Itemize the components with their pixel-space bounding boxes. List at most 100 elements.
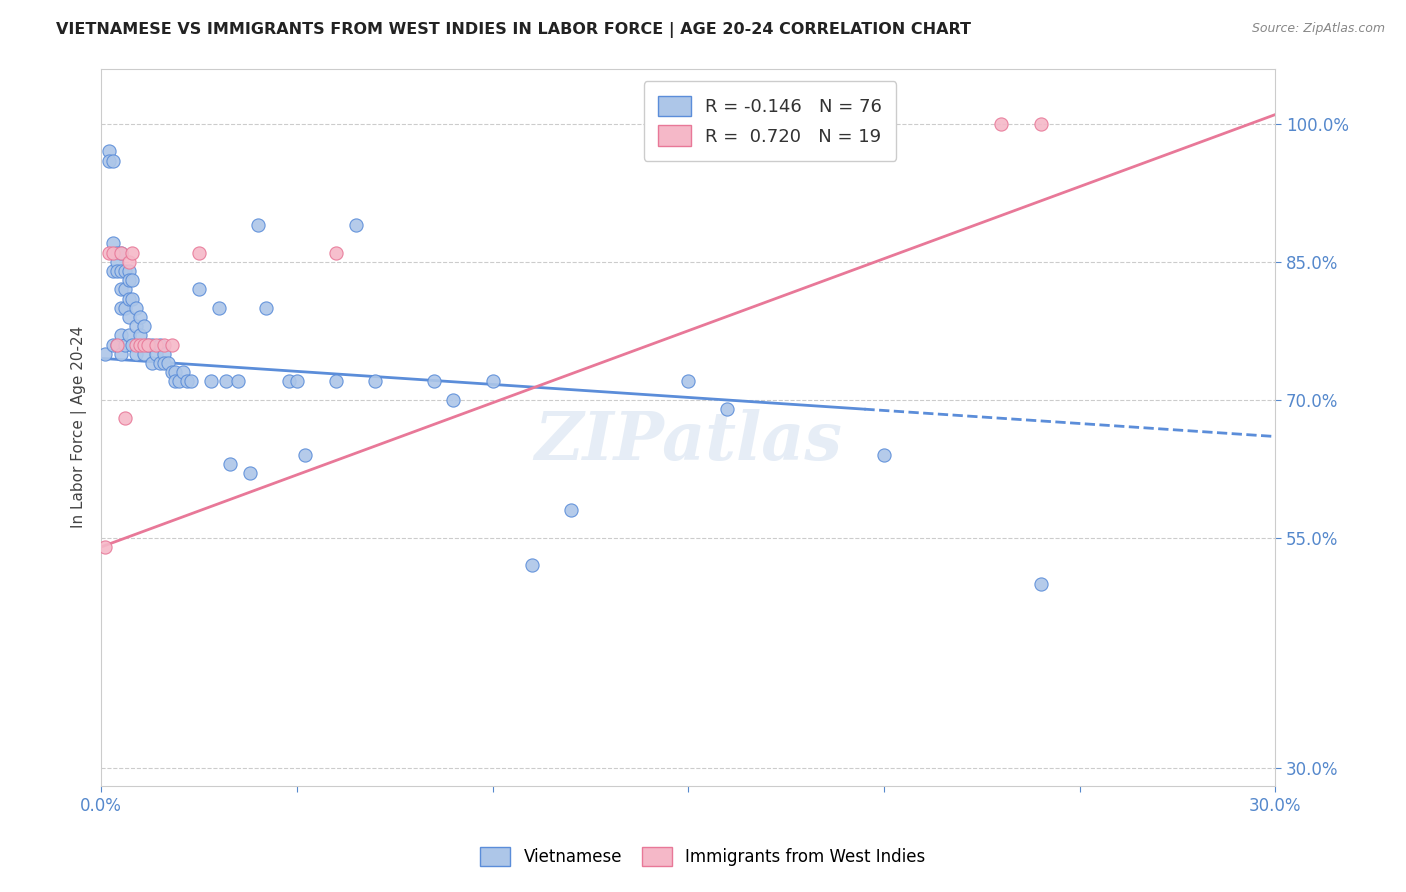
Point: [325, 245, 347, 260]
Point: [441, 392, 464, 407]
Point: [129, 310, 152, 324]
Point: [114, 411, 136, 425]
Point: [254, 301, 277, 315]
Text: VIETNAMESE VS IMMIGRANTS FROM WEST INDIES IN LABOR FORCE | AGE 20-24 CORRELATION: VIETNAMESE VS IMMIGRANTS FROM WEST INDIE…: [56, 22, 972, 38]
Point: [129, 337, 152, 351]
Point: [110, 301, 132, 315]
Point: [207, 301, 229, 315]
Point: [160, 365, 183, 379]
Point: [110, 347, 132, 361]
Point: [176, 375, 198, 389]
Point: [134, 347, 156, 361]
Point: [110, 264, 132, 278]
Point: [246, 218, 269, 232]
Point: [180, 375, 202, 389]
Point: [678, 375, 700, 389]
Point: [117, 254, 139, 268]
Point: [121, 337, 143, 351]
Point: [285, 375, 308, 389]
Point: [141, 337, 163, 351]
Point: [325, 375, 347, 389]
Point: [110, 328, 132, 343]
Point: [117, 328, 139, 343]
Point: [101, 337, 124, 351]
Point: [1029, 117, 1052, 131]
Point: [152, 356, 174, 370]
Point: [156, 356, 179, 370]
Point: [105, 254, 128, 268]
Point: [114, 301, 136, 315]
Point: [364, 375, 387, 389]
Point: [278, 375, 301, 389]
Point: [117, 292, 139, 306]
Point: [101, 153, 124, 168]
Point: [520, 558, 543, 573]
Legend: Vietnamese, Immigrants from West Indies: Vietnamese, Immigrants from West Indies: [474, 840, 932, 873]
Point: [165, 365, 187, 379]
Point: [188, 282, 211, 296]
Point: [215, 375, 238, 389]
Point: [134, 337, 156, 351]
Point: [94, 347, 117, 361]
Point: [114, 337, 136, 351]
Point: [188, 245, 211, 260]
Point: [149, 356, 172, 370]
Point: [152, 337, 174, 351]
Point: [134, 319, 156, 334]
Point: [105, 264, 128, 278]
Point: [716, 401, 738, 416]
Point: [117, 264, 139, 278]
Point: [481, 375, 503, 389]
Point: [152, 347, 174, 361]
Point: [101, 264, 124, 278]
Point: [121, 273, 143, 287]
Point: [101, 245, 124, 260]
Point: [110, 245, 132, 260]
Point: [125, 337, 148, 351]
Point: [117, 273, 139, 287]
Point: [990, 117, 1012, 131]
Point: [145, 337, 167, 351]
Point: [423, 375, 446, 389]
Point: [110, 282, 132, 296]
Point: [136, 337, 159, 351]
Point: [105, 337, 128, 351]
Point: [117, 310, 139, 324]
Point: [239, 467, 262, 481]
Point: [200, 375, 222, 389]
Point: [121, 245, 143, 260]
Point: [105, 245, 128, 260]
Point: [145, 347, 167, 361]
Point: [97, 145, 120, 159]
Point: [294, 448, 316, 462]
Point: [165, 375, 187, 389]
Point: [110, 245, 132, 260]
Y-axis label: In Labor Force | Age 20-24: In Labor Force | Age 20-24: [72, 326, 87, 528]
Point: [129, 328, 152, 343]
Point: [172, 365, 194, 379]
Point: [141, 356, 163, 370]
Point: [149, 337, 172, 351]
Point: [97, 245, 120, 260]
Point: [97, 153, 120, 168]
Point: [114, 282, 136, 296]
Legend: R = -0.146   N = 76, R =  0.720   N = 19: R = -0.146 N = 76, R = 0.720 N = 19: [644, 81, 897, 161]
Text: Source: ZipAtlas.com: Source: ZipAtlas.com: [1251, 22, 1385, 36]
Point: [169, 375, 191, 389]
Point: [125, 319, 148, 334]
Point: [101, 236, 124, 251]
Point: [1029, 576, 1052, 591]
Point: [105, 337, 128, 351]
Point: [873, 448, 896, 462]
Point: [226, 375, 249, 389]
Point: [125, 301, 148, 315]
Point: [125, 347, 148, 361]
Point: [160, 337, 183, 351]
Point: [114, 264, 136, 278]
Point: [94, 540, 117, 554]
Text: ZIPatlas: ZIPatlas: [534, 409, 842, 475]
Point: [121, 292, 143, 306]
Point: [136, 337, 159, 351]
Point: [560, 503, 582, 517]
Point: [219, 457, 242, 471]
